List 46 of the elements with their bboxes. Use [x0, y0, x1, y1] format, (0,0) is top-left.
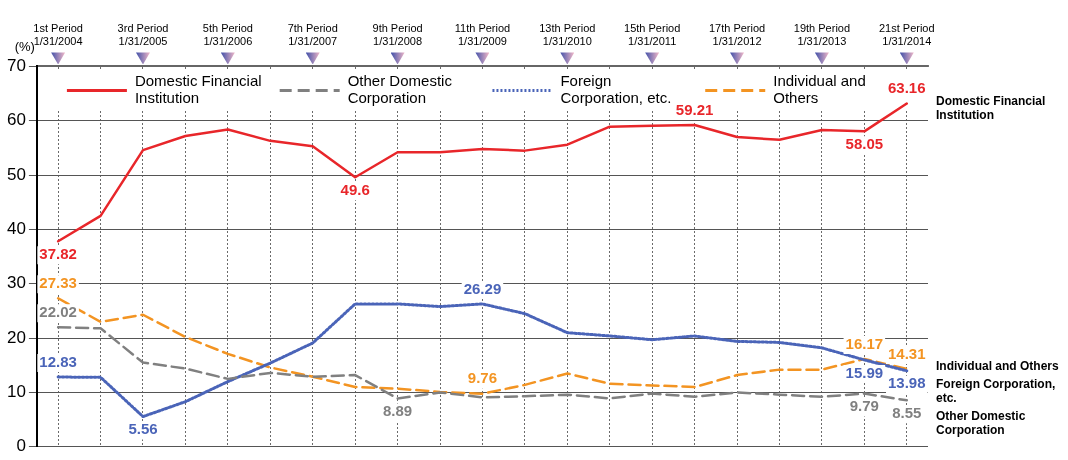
- data-label: 16.17: [845, 334, 884, 352]
- data-label: 9.76: [467, 369, 498, 387]
- legend-label: Domestic Financial Institution: [134, 72, 262, 107]
- y-tick-label: 10: [6, 382, 26, 402]
- x-tick-label: 15th Period 1/31/2011: [624, 21, 681, 47]
- data-label: 15.99: [845, 363, 884, 381]
- y-axis-title: (%): [14, 39, 35, 55]
- x-tick-label: 5th Period 1/31/2006: [202, 21, 253, 47]
- legend-label: Individual and Others: [773, 72, 866, 107]
- y-tick-label: 60: [6, 110, 26, 130]
- data-label: 9.79: [849, 397, 879, 415]
- data-label: 49.6: [340, 180, 370, 198]
- y-tick-label: 0: [16, 436, 26, 456]
- data-label: 12.83: [39, 352, 77, 370]
- y-tick-label: 30: [6, 273, 26, 293]
- x-tick-label: 13th Period 1/31/2010: [539, 21, 596, 47]
- data-label: 37.82: [39, 244, 77, 262]
- y-tick-label: 50: [6, 164, 26, 184]
- y-tick-label: 40: [6, 219, 26, 239]
- x-tick-label: 17th Period 1/31/2012: [708, 21, 766, 47]
- data-label: 5.56: [128, 420, 158, 438]
- x-tick-label: 1st Period 1/31/2004: [33, 21, 83, 47]
- text: Domestic Financial Institution: [936, 93, 1046, 122]
- data-label: 14.31: [888, 344, 926, 362]
- x-tick-label: 21st Period 1/31/2014: [878, 21, 935, 47]
- legend-label: Other Domestic Corporation: [347, 72, 453, 107]
- data-label: 8.55: [892, 403, 922, 421]
- x-tick-label: 19th Period 1/31/2013: [793, 21, 851, 47]
- text: Individual and Others: [936, 359, 1059, 374]
- x-tick-label: 3rd Period 1/31/2005: [117, 21, 169, 47]
- text: Foreign Corporation, etc.: [936, 377, 1056, 406]
- data-label: 63.16: [888, 79, 926, 97]
- y-tick-label: 20: [6, 327, 26, 347]
- data-label: 27.33: [39, 273, 77, 291]
- data-label: 13.98: [888, 374, 926, 392]
- data-label: 26.29: [463, 279, 502, 297]
- data-label: 58.05: [845, 134, 884, 152]
- data-label: 59.21: [675, 100, 714, 118]
- x-tick-label: 9th Period 1/31/2008: [372, 21, 423, 47]
- y-tick-label: 70: [6, 56, 26, 76]
- data-label: 22.02: [39, 302, 77, 320]
- data-label: 8.89: [382, 402, 413, 420]
- x-tick-label: 11th Period 1/31/2009: [454, 21, 511, 47]
- legend-label: Foreign Corporation, etc.: [560, 72, 672, 107]
- x-tick-label: 7th Period 1/31/2007: [287, 21, 338, 47]
- text: Other Domestic Corporation: [936, 409, 1026, 438]
